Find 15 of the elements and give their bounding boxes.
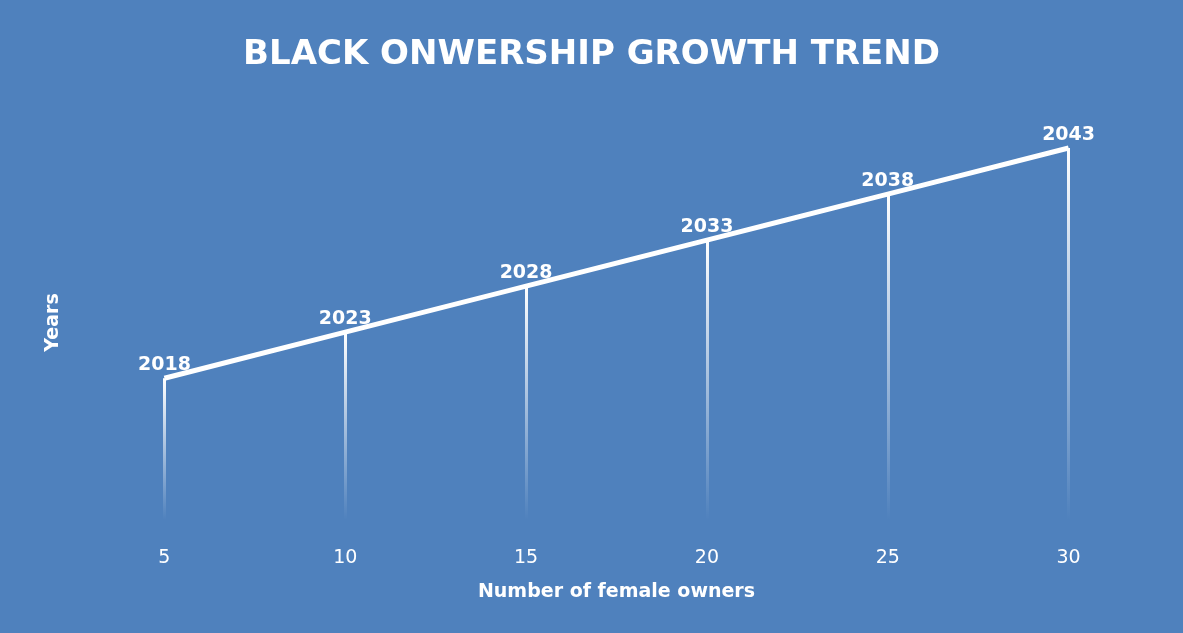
x-tick-label: 15: [513, 544, 539, 567]
data-label: 2028: [499, 259, 553, 282]
x-tick-label: 20: [694, 544, 720, 567]
data-label: 2023: [318, 305, 372, 328]
x-tick-label: 5: [158, 544, 171, 567]
data-label: 2033: [680, 213, 734, 236]
x-tick-label: 10: [333, 544, 358, 567]
data-label: 2043: [1042, 121, 1096, 144]
x-axis-title: Number of female owners: [477, 578, 756, 601]
chart-title: BLACK ONWERSHIP GROWTH TREND: [243, 32, 940, 72]
x-tick-label: 25: [875, 544, 900, 567]
data-label: 2018: [137, 351, 191, 374]
data-label: 2038: [861, 167, 915, 190]
x-tick-label: 30: [1056, 544, 1081, 567]
y-axis-title: Years: [39, 293, 62, 353]
